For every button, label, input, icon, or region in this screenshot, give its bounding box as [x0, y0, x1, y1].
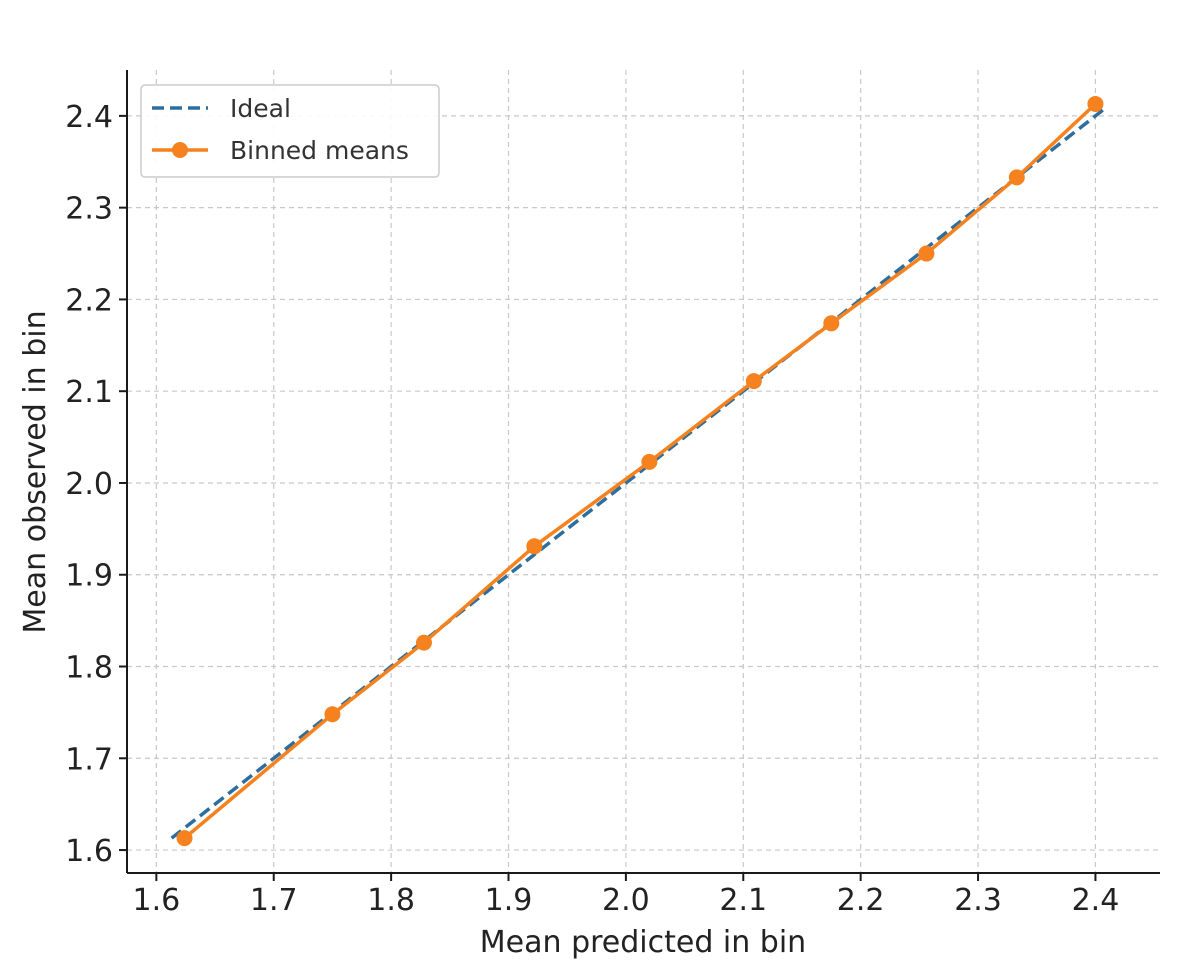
x-tick-label: 2.0 — [602, 883, 650, 918]
axes-spines — [126, 70, 1160, 874]
binned-means-point — [526, 538, 543, 555]
x-tick-label: 1.7 — [250, 883, 298, 918]
binned-means-point — [415, 634, 432, 651]
y-tick-label: 1.9 — [65, 559, 113, 594]
legend-binned-label: Binned means — [230, 136, 409, 165]
x-tick-label: 2.1 — [719, 883, 767, 918]
y-tick-label: 2.0 — [65, 467, 113, 502]
x-tick-label: 2.2 — [837, 883, 885, 918]
binned-means-point — [918, 245, 935, 262]
x-tick-label: 2.4 — [1072, 883, 1120, 918]
x-axis-label: Mean predicted in bin — [480, 925, 806, 960]
y-tick-label: 2.4 — [65, 100, 113, 135]
binned-means-point — [641, 453, 658, 470]
series-layer — [170, 95, 1109, 847]
legend-frame — [140, 84, 440, 178]
grid — [127, 70, 1160, 873]
y-tick-label: 2.2 — [65, 283, 113, 318]
binned-means-point — [823, 315, 840, 332]
series-ideal-line — [170, 105, 1109, 840]
binned-means-point — [324, 706, 341, 723]
x-tick-label: 1.6 — [132, 883, 180, 918]
series-binned-means-line — [183, 102, 1097, 840]
x-tick-label: 1.9 — [485, 883, 533, 918]
y-tick-label: 1.7 — [65, 742, 113, 777]
y-axis-label: Mean observed in bin — [18, 310, 53, 633]
binned-means-point — [1087, 95, 1104, 112]
legend: Ideal Binned means — [140, 84, 440, 178]
legend-ideal-label: Ideal — [230, 94, 291, 123]
y-tick-label: 1.6 — [65, 834, 113, 869]
ticks: 1.6 1.7 1.8 1.9 2.0 2.1 2.2 2.3 2.4 1.6 1.7 1.8 1.9 2… — [65, 100, 1119, 918]
y-tick-label: 1.8 — [65, 651, 113, 686]
y-tick-label: 2.1 — [65, 375, 113, 410]
binned-means-point — [176, 830, 193, 847]
x-tick-label: 2.3 — [954, 883, 1002, 918]
x-tick-label: 1.8 — [367, 883, 415, 918]
y-tick-label: 2.3 — [65, 192, 113, 227]
binned-means-point — [1008, 169, 1025, 186]
binned-means-point — [745, 373, 762, 390]
legend-binned-marker — [172, 142, 188, 158]
